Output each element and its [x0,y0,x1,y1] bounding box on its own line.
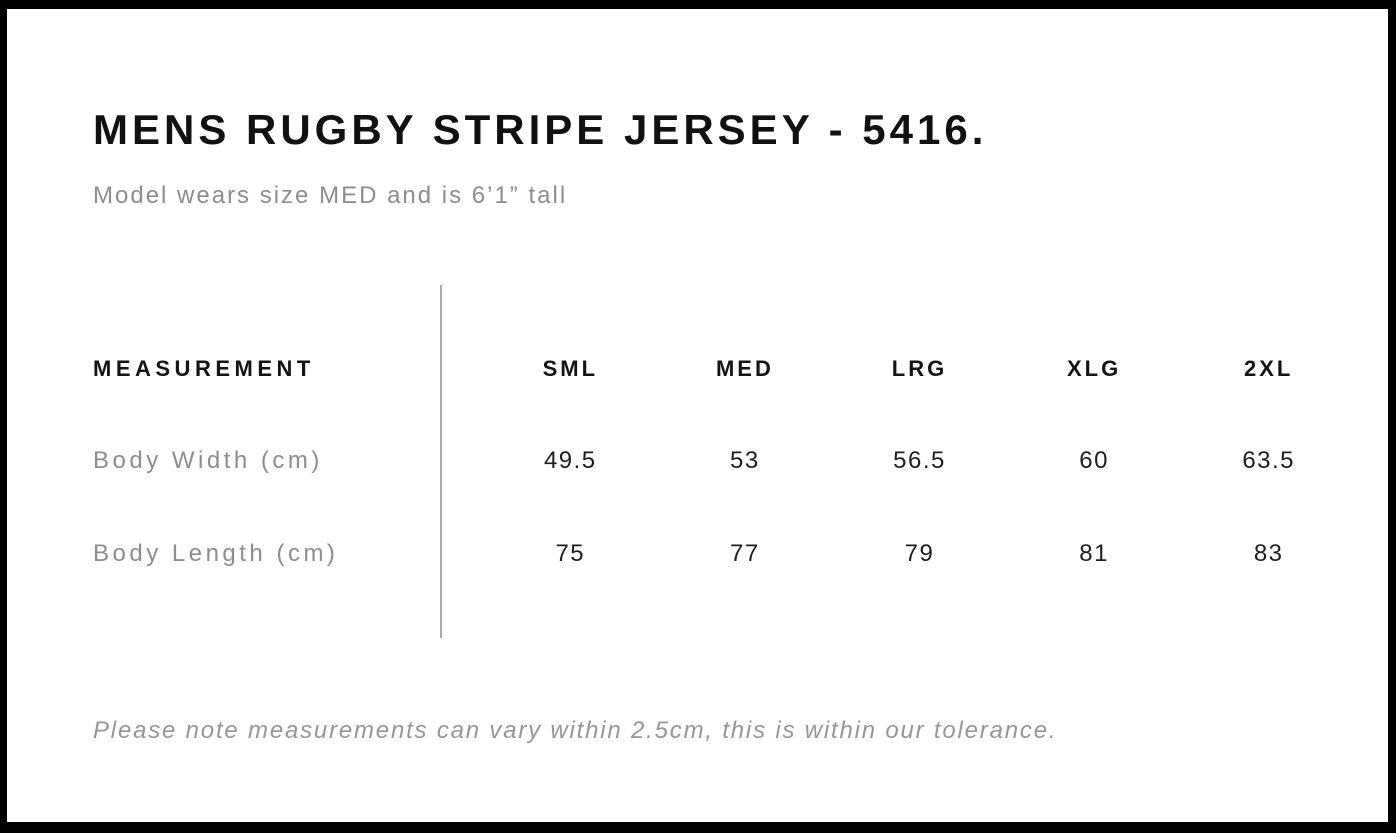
row-label-body-width: Body Width (cm) [93,447,323,474]
table-divider-line [440,285,442,638]
tolerance-note: Please note measurements can vary within… [93,717,1058,744]
page-title: MENS RUGBY STRIPE JERSEY - 5416. [93,106,988,153]
size-value-cell: 60 [1079,447,1109,474]
size-value-cell: 53 [730,447,760,474]
size-header-med: MED [715,356,774,381]
model-size-note: Model wears size MED and is 6’1” tall [93,182,568,209]
size-value-cell: 77 [730,540,760,567]
row-label-body-length: Body Length (cm) [93,540,339,567]
table-header-row: MEASUREMENT SML MED LRG XLG 2XL [7,354,1388,384]
size-header-2xl: 2XL [1243,356,1294,381]
size-value-cell: 63.5 [1242,447,1296,474]
size-value-cell: 81 [1079,540,1109,567]
size-header-xlg: XLG [1066,356,1122,381]
table-row-body-length: Body Length (cm) 75 77 79 81 83 [7,539,1388,569]
measurement-column-header: MEASUREMENT [93,356,315,381]
body-width-value-cells: 49.5 53 56.5 60 63.5 [483,446,1356,476]
body-length-value-cells: 75 77 79 81 83 [483,539,1356,569]
size-value-cell: 75 [555,540,586,567]
size-header-sml: SML [542,356,599,381]
size-header-cells: SML MED LRG XLG 2XL [483,354,1356,384]
table-row-body-width: Body Width (cm) 49.5 53 56.5 60 63.5 [7,446,1388,476]
size-value-cell: 49.5 [543,447,597,474]
size-value-cell: 56.5 [893,447,946,474]
size-value-cell: 79 [904,540,935,567]
size-value-cell: 83 [1253,540,1284,567]
size-header-lrg: LRG [891,356,948,381]
